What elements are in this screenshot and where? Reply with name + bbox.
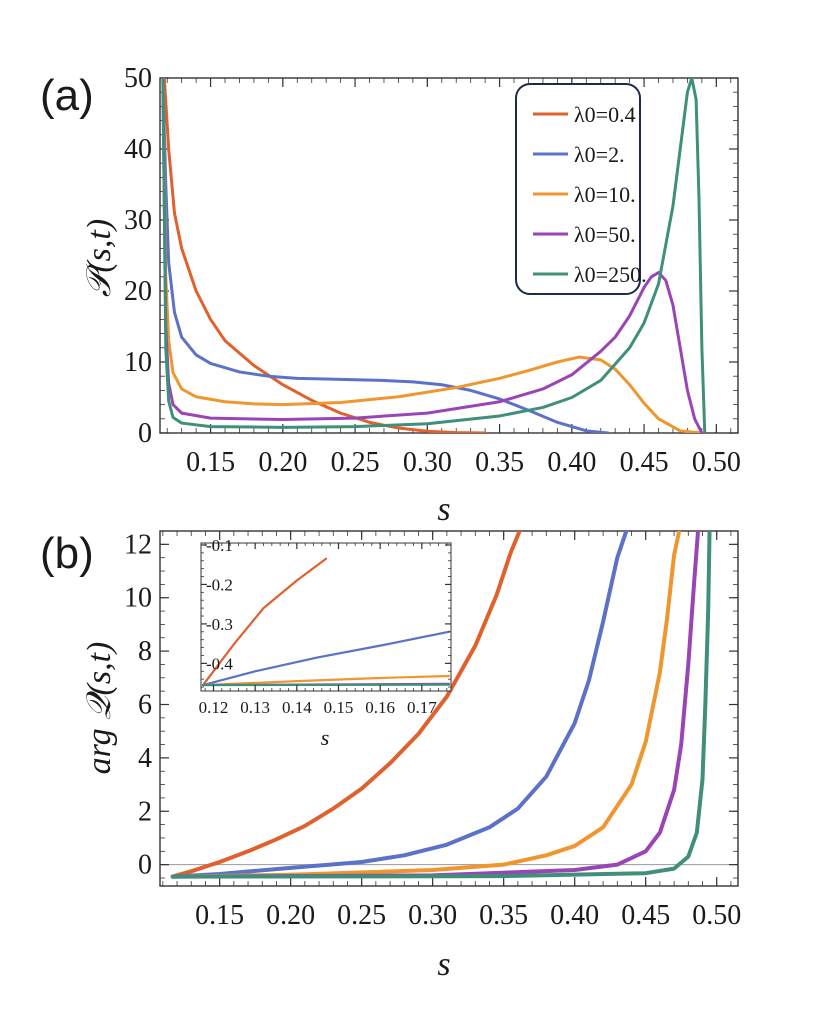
y-tick-label: -0.2	[206, 575, 233, 594]
panel-a-y-ticks: 0 10 20 30 40 50	[124, 63, 738, 449]
series-line-3	[161, 78, 704, 433]
panel-b-y-ticks: 0 2 4 6 8 10 12	[124, 529, 738, 881]
series-line-1	[161, 78, 610, 433]
y-tick-label: 6	[138, 689, 152, 720]
x-tick-label: 0.45	[621, 900, 670, 931]
panel-a-label: (a)	[40, 71, 94, 120]
panel-a-x-ticks: 0.15 0.20 0.25 0.30 0.35 0.40 0.45 0.50	[166, 78, 741, 478]
x-tick-label: 0.20	[258, 447, 307, 478]
x-tick-label: 0.45	[620, 447, 669, 478]
y-tick-label: -0.4	[206, 654, 233, 673]
x-tick-label: 0.35	[475, 447, 524, 478]
series-line-0	[201, 557, 328, 687]
series-line-4	[161, 78, 707, 433]
legend: λ0=0.4 λ0=2. λ0=10. λ0=50. λ0=250.	[515, 83, 647, 295]
x-tick-label: 0.30	[408, 900, 457, 931]
series-line-3	[170, 531, 701, 879]
x-tick-label: 0.12	[199, 698, 229, 717]
inset-x-label: s	[321, 725, 330, 750]
y-tick-label: 20	[124, 276, 152, 307]
x-tick-label: 0.25	[331, 447, 380, 478]
y-tick-label: 50	[124, 63, 152, 94]
inset-y-ticks: -0.1 -0.2 -0.3 -0.4	[201, 536, 451, 688]
x-tick-label: 0.25	[337, 900, 386, 931]
legend-label: λ0=0.4	[574, 102, 636, 127]
x-tick-label: 0.40	[550, 900, 599, 931]
panel-a: (a) 0.15 0.20 0.25 0.30 0.35 0.40 0.45 0.50 0 10…	[40, 63, 741, 528]
y-tick-label: 12	[124, 529, 152, 560]
inset-x-ticks: 0.12 0.13 0.14 0.15 0.16 0.17	[199, 543, 448, 717]
panel-a-x-label: s	[437, 491, 450, 528]
panel-a-y-label: 𝒫(s,t)	[81, 219, 118, 297]
x-tick-label: 0.15	[324, 698, 354, 717]
panel-a-series	[161, 78, 707, 433]
x-tick-label: 0.20	[266, 900, 315, 931]
series-line-2	[201, 674, 451, 687]
inset-background	[201, 543, 451, 691]
x-tick-label: 0.13	[240, 698, 270, 717]
series-line-4	[170, 531, 712, 879]
x-tick-label: 0.14	[282, 698, 312, 717]
x-tick-label: 0.16	[365, 698, 395, 717]
panel-b-series	[170, 531, 712, 879]
panel-b-y-label: arg 𝒬(s,t)	[81, 642, 118, 775]
x-tick-label: 0.17	[407, 698, 437, 717]
legend-label: λ0=10.	[574, 182, 636, 207]
legend-label: λ0=250.	[574, 262, 647, 287]
y-tick-label: -0.3	[206, 615, 233, 634]
y-tick-label: 10	[124, 583, 152, 614]
panel-b-x-ticks: 0.15 0.20 0.25 0.30 0.35 0.40 0.45 0.50	[162, 531, 741, 931]
y-tick-label: 30	[124, 205, 152, 236]
legend-label: λ0=2.	[574, 142, 625, 167]
x-tick-label: 0.50	[692, 900, 741, 931]
y-tick-label: 10	[124, 347, 152, 378]
x-tick-label: 0.50	[692, 447, 741, 478]
panel-b: (b) 0.15 0.20 0.25 0.30 0.35 0.40 0.45 0.50 0 2 4…	[40, 529, 741, 983]
x-tick-label: 0.15	[195, 900, 244, 931]
panel-b-frame	[159, 530, 739, 887]
y-tick-label: 0	[138, 418, 152, 449]
y-tick-label: 4	[138, 743, 152, 774]
inset: 0.12 0.13 0.14 0.15 0.16 0.17 -0.1-0.2-0.3-0.…	[199, 536, 452, 750]
y-tick-label: 40	[124, 134, 152, 165]
x-tick-label: 0.15	[186, 447, 235, 478]
series-line-2	[170, 531, 682, 879]
y-tick-label: 0	[138, 850, 152, 881]
x-tick-label: 0.40	[547, 447, 596, 478]
y-tick-label: 2	[138, 796, 152, 827]
panel-b-label: (b)	[40, 529, 94, 578]
x-tick-label: 0.35	[479, 900, 528, 931]
series-line-0	[170, 531, 522, 879]
y-tick-label: 8	[138, 636, 152, 667]
legend-label: λ0=50.	[574, 222, 636, 247]
series-line-1	[170, 531, 629, 879]
series-line-1	[201, 630, 451, 687]
panel-b-x-label: s	[437, 946, 450, 983]
legend-box	[515, 83, 641, 295]
inset-frame	[200, 542, 452, 692]
x-tick-label: 0.30	[403, 447, 452, 478]
series-line-2	[161, 78, 704, 433]
y-tick-label: -0.1	[206, 536, 233, 555]
inset-series	[201, 557, 451, 687]
panel-a-frame	[159, 77, 739, 434]
